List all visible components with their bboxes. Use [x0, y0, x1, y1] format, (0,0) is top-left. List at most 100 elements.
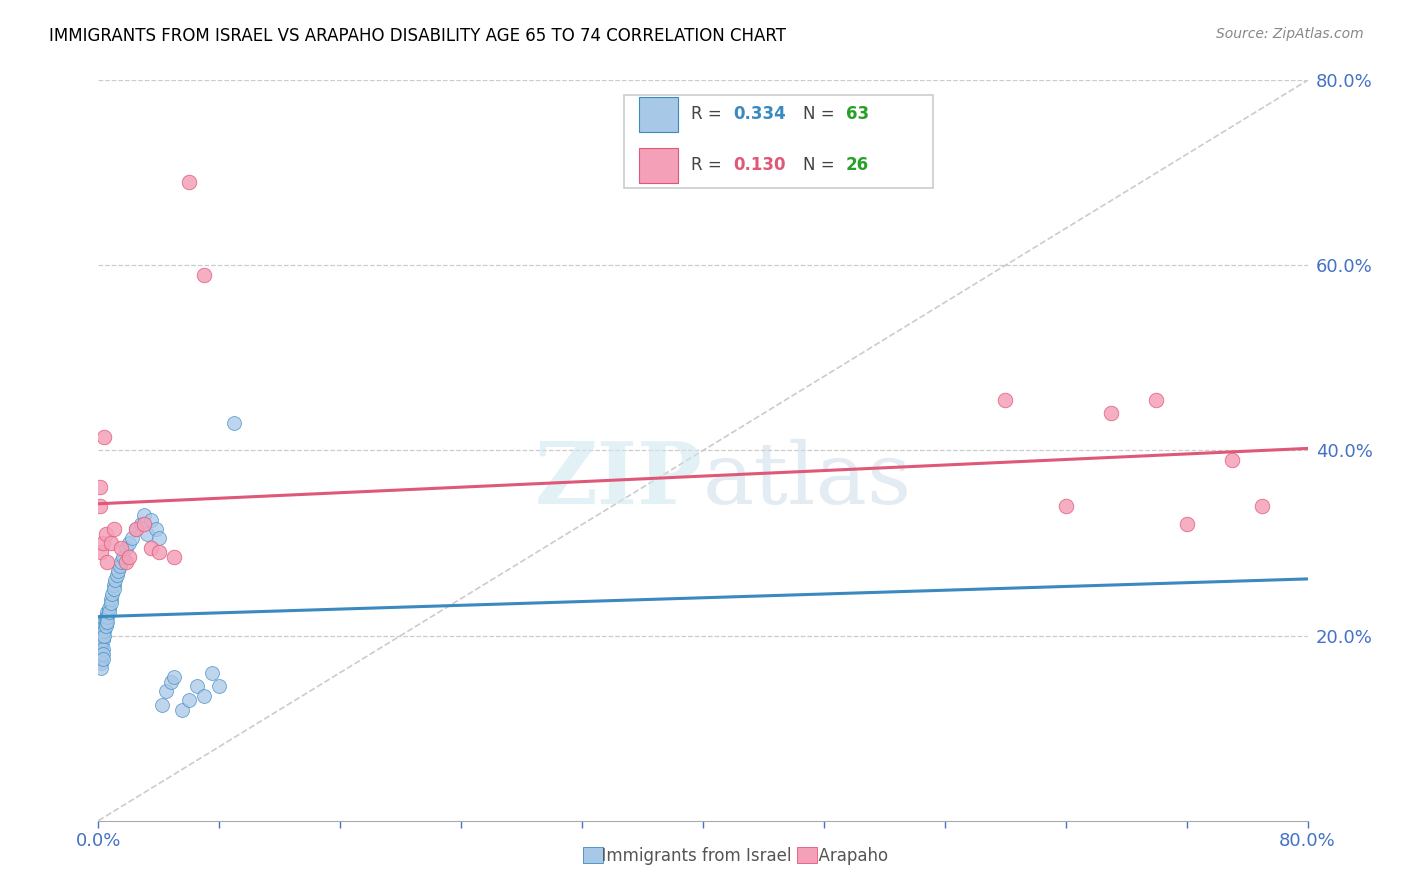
Point — [135, 526, 157, 541]
Point — [93, 615, 115, 629]
Point — [114, 554, 136, 569]
Point — [96, 615, 118, 629]
Point — [89, 633, 111, 648]
Point — [100, 536, 122, 550]
Point — [193, 268, 215, 282]
Text: R =: R = — [690, 156, 727, 175]
Point — [93, 429, 115, 443]
Point — [96, 610, 118, 624]
Point — [89, 481, 111, 495]
Point — [132, 517, 155, 532]
Point — [100, 591, 122, 606]
Point — [93, 628, 115, 642]
Point — [145, 522, 167, 536]
Point — [110, 554, 132, 569]
Point — [91, 642, 114, 657]
Point — [91, 651, 114, 665]
Point — [105, 568, 128, 582]
Point — [1251, 499, 1274, 513]
Point — [1175, 517, 1198, 532]
Point — [163, 670, 186, 684]
Point — [1144, 392, 1167, 407]
Point — [89, 638, 111, 652]
Point — [148, 532, 170, 546]
Point — [994, 392, 1017, 407]
Point — [179, 175, 201, 189]
Text: 63: 63 — [845, 105, 869, 123]
Point — [103, 582, 125, 597]
Point — [125, 522, 148, 536]
Bar — [583, 847, 603, 863]
Point — [186, 680, 208, 694]
Point — [96, 606, 118, 620]
Point — [94, 619, 117, 633]
Point — [91, 647, 114, 661]
Point — [118, 549, 141, 564]
Point — [90, 638, 112, 652]
Point — [193, 689, 215, 703]
Point — [90, 642, 112, 657]
Point — [1220, 452, 1243, 467]
Point — [89, 642, 111, 657]
Point — [91, 628, 114, 642]
Point — [104, 573, 127, 587]
Point — [98, 600, 121, 615]
Point — [103, 577, 125, 591]
Point — [125, 522, 148, 536]
Text: N =: N = — [803, 105, 841, 123]
Point — [114, 541, 136, 555]
Point — [89, 628, 111, 642]
Point — [1099, 407, 1122, 421]
Point — [91, 624, 114, 638]
Point — [179, 693, 201, 707]
Text: Source: ZipAtlas.com: Source: ZipAtlas.com — [1216, 27, 1364, 41]
Point — [91, 536, 114, 550]
Point — [96, 554, 118, 569]
Point — [150, 698, 173, 712]
Point — [141, 513, 163, 527]
Point — [90, 628, 112, 642]
Text: 0.130: 0.130 — [734, 156, 786, 175]
Point — [101, 587, 124, 601]
Point — [111, 549, 134, 564]
Point — [160, 674, 183, 689]
Point — [93, 619, 115, 633]
Point — [90, 647, 112, 661]
Point — [93, 624, 115, 638]
Point — [94, 615, 117, 629]
Point — [90, 633, 112, 648]
Point — [98, 606, 121, 620]
Bar — [797, 847, 817, 863]
Point — [148, 545, 170, 559]
Point — [163, 549, 186, 564]
Text: atlas: atlas — [703, 439, 912, 522]
Text: 0.334: 0.334 — [734, 105, 786, 123]
Text: R =: R = — [690, 105, 727, 123]
Point — [90, 661, 112, 675]
Point — [91, 633, 114, 648]
Point — [141, 541, 163, 555]
Point — [155, 684, 177, 698]
Text: Immigrants from Israel: Immigrants from Israel — [591, 847, 792, 865]
Point — [90, 651, 112, 665]
Point — [118, 536, 141, 550]
Point — [121, 532, 143, 546]
Point — [108, 559, 131, 574]
Point — [94, 526, 117, 541]
Point — [170, 703, 193, 717]
Point — [224, 416, 246, 430]
Point — [208, 680, 231, 694]
Point — [90, 545, 112, 559]
Point — [110, 541, 132, 555]
Point — [129, 517, 152, 532]
Text: Arapaho: Arapaho — [808, 847, 889, 865]
Point — [107, 564, 129, 578]
Bar — [638, 148, 678, 183]
Point — [103, 522, 125, 536]
Point — [1054, 499, 1077, 513]
Text: IMMIGRANTS FROM ISRAEL VS ARAPAHO DISABILITY AGE 65 TO 74 CORRELATION CHART: IMMIGRANTS FROM ISRAEL VS ARAPAHO DISABI… — [49, 27, 786, 45]
Text: N =: N = — [803, 156, 841, 175]
Point — [89, 499, 111, 513]
Point — [132, 508, 155, 523]
Bar — [638, 96, 678, 132]
